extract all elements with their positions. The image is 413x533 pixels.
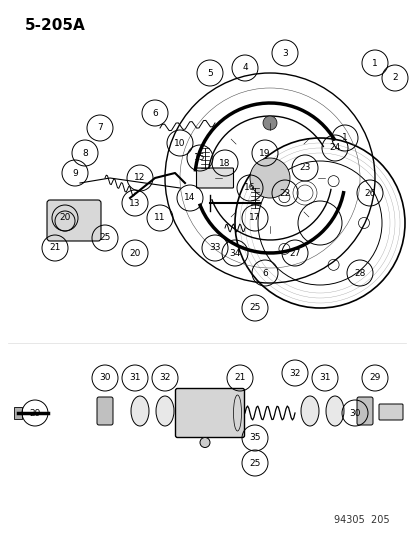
Circle shape: [328, 260, 338, 270]
Text: 32: 32: [289, 368, 300, 377]
FancyBboxPatch shape: [356, 397, 372, 425]
Ellipse shape: [300, 396, 318, 426]
Text: 8: 8: [82, 149, 88, 157]
Text: 6: 6: [261, 269, 267, 278]
Text: 20: 20: [59, 214, 71, 222]
Ellipse shape: [156, 396, 173, 426]
Text: 29: 29: [29, 408, 40, 417]
Text: 27: 27: [289, 248, 300, 257]
Circle shape: [328, 176, 338, 187]
Text: 23: 23: [299, 164, 310, 173]
Text: 12: 12: [134, 174, 145, 182]
Text: 20: 20: [129, 248, 140, 257]
Text: 28: 28: [354, 269, 365, 278]
Text: 24: 24: [329, 143, 340, 152]
Text: 6: 6: [152, 109, 157, 117]
Text: 19: 19: [259, 149, 270, 157]
Text: 16: 16: [244, 183, 255, 192]
Text: 25: 25: [99, 233, 110, 243]
Text: 31: 31: [318, 374, 330, 383]
Text: 25: 25: [249, 303, 260, 312]
Text: 18: 18: [219, 158, 230, 167]
Text: 7: 7: [97, 124, 102, 133]
Text: 1: 1: [371, 59, 377, 68]
Text: 10: 10: [174, 139, 185, 148]
Circle shape: [358, 217, 369, 229]
Text: 30: 30: [99, 374, 111, 383]
Text: 33: 33: [209, 244, 220, 253]
Text: 21: 21: [49, 244, 61, 253]
Text: 17: 17: [249, 214, 260, 222]
Text: 29: 29: [368, 374, 380, 383]
Text: 21: 21: [234, 374, 245, 383]
FancyBboxPatch shape: [14, 407, 22, 419]
Text: 11: 11: [154, 214, 165, 222]
Text: 35: 35: [249, 433, 260, 442]
Circle shape: [249, 158, 289, 198]
Text: 9: 9: [72, 168, 78, 177]
Text: 25: 25: [249, 458, 260, 467]
FancyBboxPatch shape: [175, 389, 244, 438]
Text: 31: 31: [129, 374, 140, 383]
Text: 2: 2: [391, 74, 397, 83]
Text: 3: 3: [281, 49, 287, 58]
Text: 94305  205: 94305 205: [334, 515, 389, 525]
Circle shape: [278, 192, 289, 203]
Ellipse shape: [325, 396, 343, 426]
Text: 26: 26: [363, 189, 375, 198]
FancyBboxPatch shape: [378, 404, 402, 420]
Text: 15: 15: [194, 154, 205, 163]
Ellipse shape: [131, 396, 149, 426]
Text: 30: 30: [349, 408, 360, 417]
Text: 13: 13: [129, 198, 140, 207]
Circle shape: [278, 244, 289, 254]
Text: 5-205A: 5-205A: [25, 18, 85, 33]
FancyBboxPatch shape: [97, 397, 113, 425]
Text: 1: 1: [341, 133, 347, 142]
Circle shape: [199, 438, 209, 448]
FancyBboxPatch shape: [47, 200, 101, 241]
Text: 14: 14: [184, 193, 195, 203]
FancyBboxPatch shape: [196, 168, 233, 188]
Circle shape: [262, 116, 276, 130]
Text: 34: 34: [229, 248, 240, 257]
Text: 5: 5: [206, 69, 212, 77]
Text: 22: 22: [279, 189, 290, 198]
Text: 4: 4: [242, 63, 247, 72]
Text: 32: 32: [159, 374, 170, 383]
